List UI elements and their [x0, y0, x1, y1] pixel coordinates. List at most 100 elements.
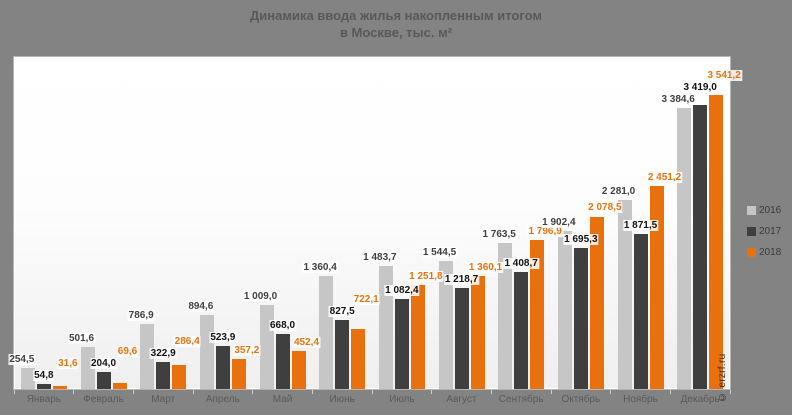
- bar-value-label: 1 218,7: [443, 273, 480, 285]
- legend-swatch-icon: [747, 248, 756, 257]
- legend: 2016 2017 2018: [747, 205, 781, 268]
- bar-value-label: 1 360,4: [302, 262, 338, 274]
- bar-value-label: 286,4: [173, 336, 201, 348]
- plot-area: 254,5 54,8 31,6 501,6 204,0 69,6 786,9 322,9 286…: [8, 57, 742, 389]
- bar-value-label: 786,9: [127, 309, 155, 321]
- bar-value-label: 3 384,6: [660, 94, 696, 106]
- month-label-7: Июль: [389, 394, 415, 405]
- bar-2018-Февраль: [112, 383, 127, 389]
- bar-value-label: 31,6: [57, 358, 79, 370]
- bar-2017-Июнь: [335, 320, 350, 389]
- bar-2016-Декабрь: [677, 108, 692, 389]
- axis-tick: [610, 390, 612, 394]
- bar-value-label: 3 419,0: [682, 82, 718, 94]
- bar-2018-Июль: [410, 285, 425, 389]
- month-label-10: Октябрь: [561, 394, 601, 405]
- month-label-5: Май: [272, 394, 293, 405]
- bar-value-label: 357,2: [233, 345, 261, 357]
- bar-value-label: 1 082,4: [384, 285, 420, 297]
- bar-value-label: 69,6: [116, 346, 139, 358]
- bar-2016-Январь: [20, 367, 35, 389]
- bar-2016-Март: [140, 323, 155, 389]
- legend-swatch-icon: [747, 206, 756, 215]
- bar-2016-Август: [438, 260, 453, 389]
- month-label-4: Апрель: [205, 394, 240, 405]
- bar-value-label: 501,6: [67, 333, 96, 345]
- bar-2016-Май: [259, 305, 274, 389]
- chart-title-line2: в Москве, тыс. м²: [339, 25, 453, 40]
- axis-tick: [550, 390, 552, 394]
- bar-2018-Октябрь: [589, 216, 604, 389]
- bar-2016-Апрель: [199, 314, 214, 389]
- bar-value-label: 1 695,3: [563, 234, 599, 246]
- axis-tick: [73, 390, 75, 394]
- bar-value-label: 1 871,5: [622, 219, 659, 231]
- bar-value-label: 54,8: [33, 370, 55, 382]
- bar-value-label: 523,9: [209, 331, 237, 343]
- month-label-8: Август: [446, 394, 477, 405]
- axis-tick: [252, 390, 254, 394]
- month-label-3: Март: [151, 394, 176, 405]
- bar-2016-Ноябрь: [617, 199, 632, 389]
- bar-value-label: 1 483,7: [362, 251, 398, 263]
- bar-2017-Июль: [394, 299, 409, 389]
- bar-value-label: 452,4: [292, 337, 321, 349]
- axis-tick: [490, 390, 492, 394]
- bar-value-label: 1 408,7: [503, 258, 539, 270]
- bar-2018-Апрель: [231, 359, 246, 389]
- bar-2017-Апрель: [215, 345, 230, 389]
- month-label-9: Сентябрь: [498, 394, 544, 405]
- bar-value-label: 1 360,1: [467, 261, 504, 273]
- axis-tick: [431, 390, 433, 394]
- month-label-1: Январь: [26, 394, 61, 405]
- month-label-2: Февраль: [83, 394, 124, 405]
- bar-2017-Май: [275, 333, 290, 389]
- bar-value-label: 204,0: [89, 358, 118, 370]
- legend-item-2018: 2018: [747, 247, 781, 258]
- watermark: © erzrf.ru: [717, 353, 728, 402]
- bar-value-label: 254,5: [8, 353, 36, 365]
- month-label-6: Июнь: [329, 394, 355, 405]
- axis-tick: [669, 390, 671, 394]
- axis-tick: [13, 390, 15, 394]
- axis-tick: [729, 390, 731, 394]
- bar-value-label: 894,6: [187, 300, 215, 312]
- bar-2018-Август: [470, 276, 485, 389]
- bar-value-label: 1 251,8: [408, 271, 444, 283]
- bar-2018-Март: [172, 365, 187, 389]
- bar-value-label: 322,9: [149, 348, 177, 360]
- legend-label: 2017: [759, 226, 782, 237]
- axis-tick: [192, 390, 194, 394]
- axis-tick: [132, 390, 134, 394]
- legend-item-2017: 2017: [747, 226, 781, 237]
- bar-2017-Август: [454, 287, 469, 389]
- bar-2018-Сентябрь: [530, 239, 545, 389]
- bar-2016-Июнь: [319, 276, 334, 389]
- legend-item-2016: 2016: [747, 205, 781, 216]
- bar-2017-Сентябрь: [514, 272, 529, 389]
- bar-value-label: 827,5: [328, 306, 356, 318]
- bar-value-label: 2 281,0: [600, 185, 637, 197]
- month-label-11: Ноябрь: [623, 394, 658, 405]
- month-label-12: Декабрь: [680, 394, 720, 405]
- bar-2017-Март: [156, 362, 171, 389]
- legend-label: 2018: [759, 247, 782, 258]
- axis-tick: [311, 390, 313, 394]
- bar-value-label: 1 796,9: [527, 225, 563, 237]
- bar-2018-Январь: [52, 386, 67, 389]
- bar-value-label: 668,0: [268, 319, 297, 331]
- bar-2018-Ноябрь: [649, 185, 664, 389]
- axis-tick: [371, 390, 373, 394]
- bar-2017-Октябрь: [573, 248, 588, 389]
- chart-title: Динамика ввода жилья накопленным итогом …: [0, 7, 792, 41]
- legend-label: 2016: [759, 205, 782, 216]
- bar-value-label: 1 544,5: [421, 246, 458, 258]
- bar-2018-Декабрь: [709, 95, 724, 389]
- bar-value-label: 2 078,5: [587, 202, 623, 214]
- bar-2016-Сентябрь: [498, 242, 513, 389]
- bar-2017-Декабрь: [693, 105, 708, 389]
- bar-value-label: 1 009,0: [242, 291, 279, 303]
- chart-title-line1: Динамика ввода жилья накопленным итогом: [250, 8, 542, 23]
- bar-value-label: 1 902,4: [541, 217, 577, 229]
